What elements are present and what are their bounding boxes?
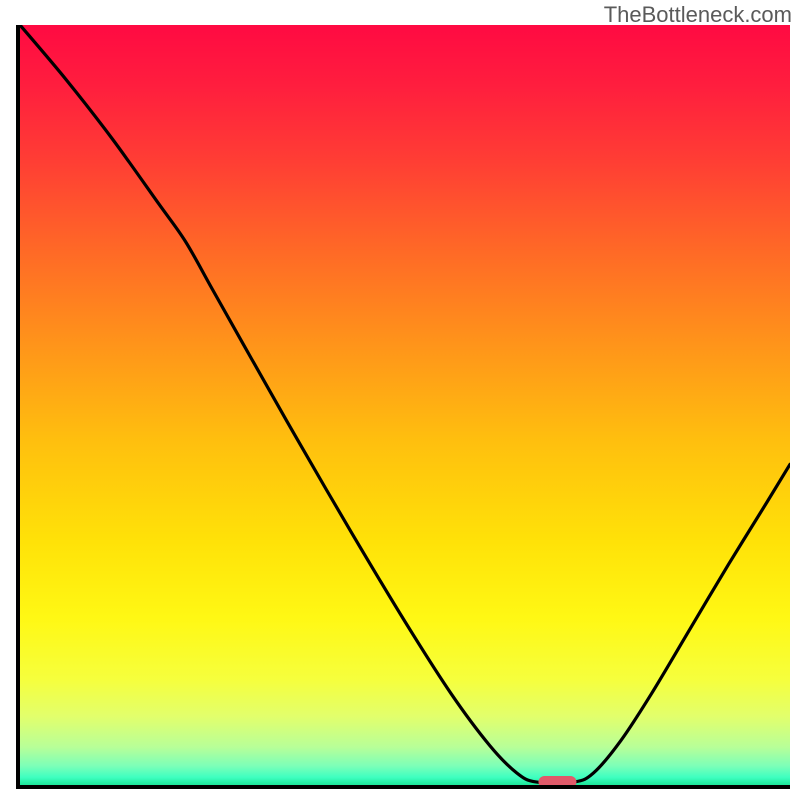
gradient-background — [20, 25, 790, 785]
x-axis-line — [16, 785, 790, 789]
bottleneck-chart — [20, 25, 790, 785]
chart-container: TheBottleneck.com — [0, 0, 800, 800]
optimum-marker — [538, 776, 576, 785]
y-axis-line — [16, 25, 20, 789]
